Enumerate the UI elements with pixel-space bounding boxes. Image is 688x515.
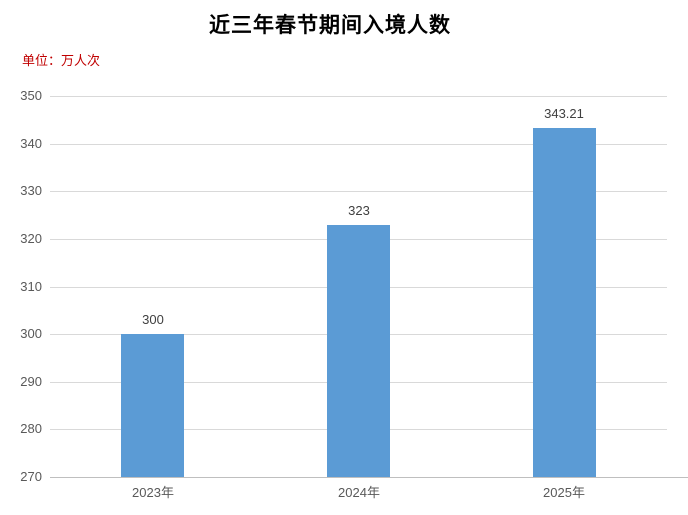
chart-title: 近三年春节期间入境人数 [209,13,451,37]
unit-label: 单位：万人次 [22,53,101,68]
x-tick-label: 2025年 [543,485,585,500]
x-axis-line [50,477,688,478]
x-tick-label: 2023年 [132,485,174,500]
y-tick-label: 310 [20,279,42,294]
gridline [50,96,667,97]
bar-value-label: 323 [348,203,370,218]
bar [533,128,596,477]
gridline [50,144,667,145]
bar [121,334,184,477]
x-tick-label: 2024年 [338,485,380,500]
y-tick-label: 350 [20,88,42,103]
y-tick-label: 340 [20,136,42,151]
y-tick-label: 290 [20,374,42,389]
bar [327,225,390,477]
y-tick-label: 270 [20,469,42,484]
y-tick-label: 320 [20,231,42,246]
y-tick-label: 280 [20,421,42,436]
y-tick-label: 300 [20,326,42,341]
gridline [50,191,667,192]
bar-value-label: 300 [142,312,164,327]
y-tick-label: 330 [20,183,42,198]
bar-value-label: 343.21 [544,106,584,121]
